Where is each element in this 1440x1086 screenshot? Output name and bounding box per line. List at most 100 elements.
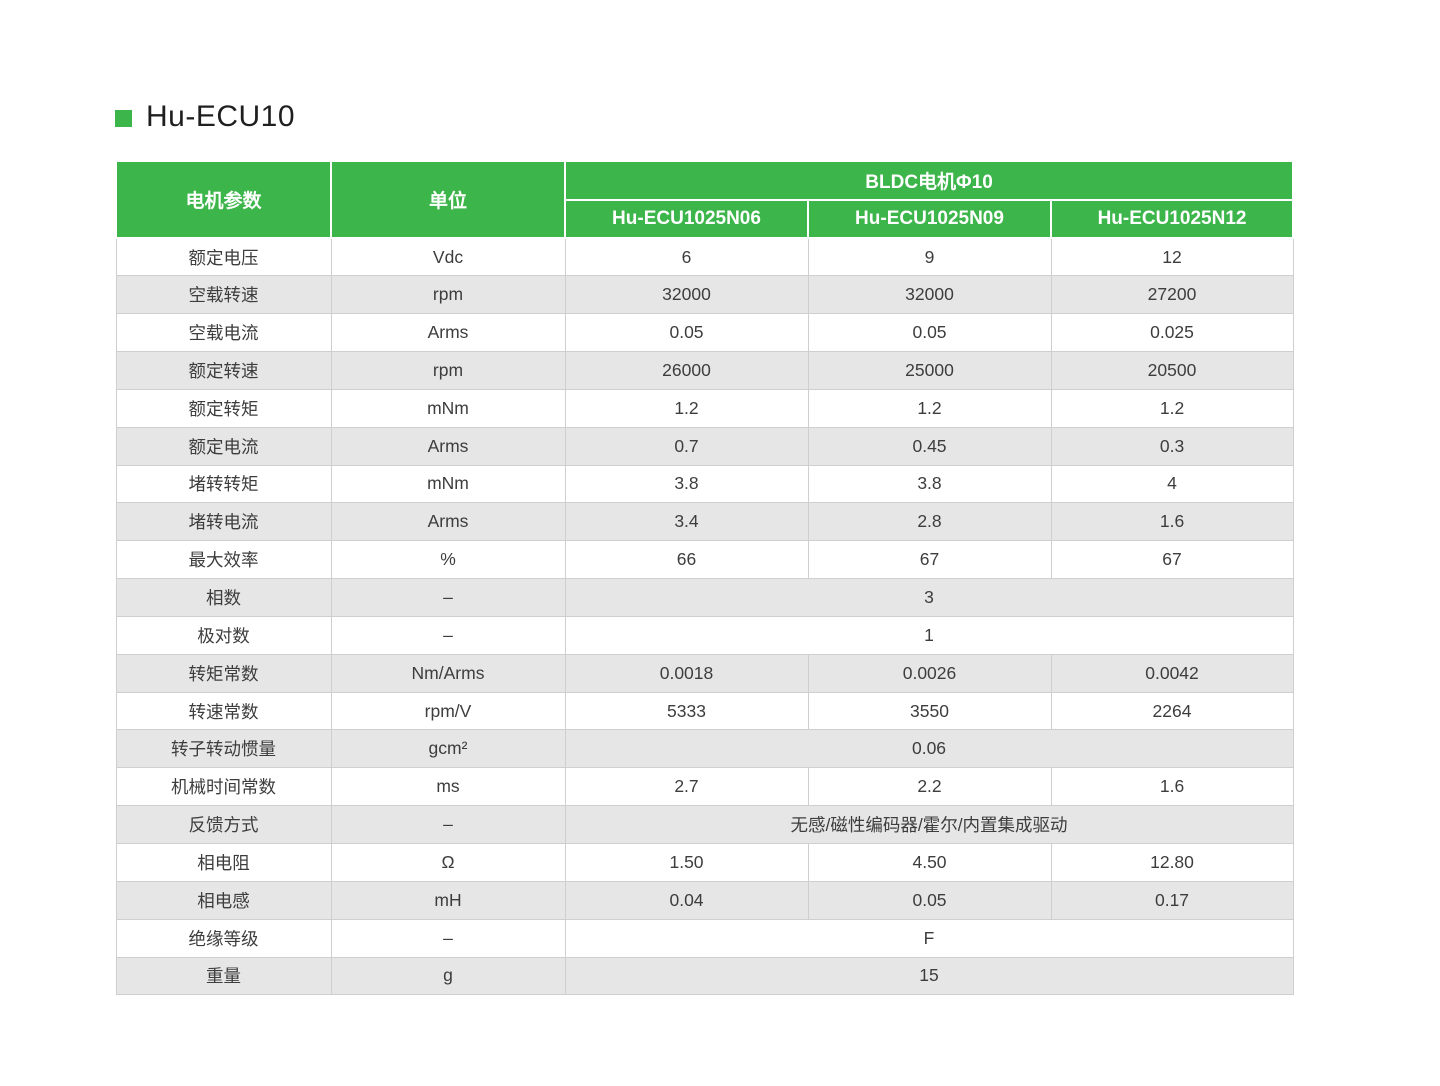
value-cell: 66 <box>564 540 809 580</box>
param-label-cell: 转速常数 <box>115 691 332 731</box>
unit-cell: Nm/Arms <box>330 653 566 693</box>
table-row: 反馈方式 – 无感/磁性编码器/霍尔/内置集成驱动 <box>115 805 1294 844</box>
table-row: 重量 g 15 <box>115 956 1294 996</box>
header-model-cell: Hu-ECU1025N09 <box>807 199 1052 239</box>
header-unit-cell: 单位 <box>330 160 566 239</box>
unit-cell: – <box>330 578 566 617</box>
section-title-text: Hu-ECU10 <box>146 100 296 133</box>
param-label-cell: 相电阻 <box>115 843 332 882</box>
table-row: 机械时间常数 ms 2.7 2.2 1.6 <box>115 767 1294 807</box>
merged-value-cell: F <box>564 918 1294 958</box>
value-cell: 0.0042 <box>1050 653 1294 693</box>
header-model-cell: Hu-ECU1025N06 <box>564 199 809 239</box>
value-cell: 3550 <box>807 691 1052 731</box>
table-row: 堵转电流 Arms 3.4 2.8 1.6 <box>115 502 1294 542</box>
merged-value-cell: 1 <box>564 615 1294 655</box>
value-cell: 2.8 <box>807 502 1052 542</box>
unit-cell: rpm <box>330 275 566 315</box>
value-cell: 20500 <box>1050 351 1294 390</box>
spec-table-body: 额定电压 Vdc 6 9 12 空载转速 rpm 32000 32000 27200 空载电流 Arm… <box>115 237 1294 996</box>
value-cell: 27200 <box>1050 275 1294 315</box>
green-square-bullet-icon <box>115 110 132 127</box>
param-label-cell: 重量 <box>115 956 332 996</box>
merged-value-cell: 0.06 <box>564 729 1294 769</box>
table-row: 转矩常数 Nm/Arms 0.0018 0.0026 0.0042 <box>115 653 1294 693</box>
header-models-row: Hu-ECU1025N06 Hu-ECU1025N09 Hu-ECU1025N1… <box>116 199 1295 239</box>
value-cell: 1.2 <box>564 388 809 428</box>
value-cell: 0.0026 <box>807 653 1052 693</box>
value-cell: 67 <box>807 540 1052 580</box>
value-cell: 5333 <box>564 691 809 731</box>
unit-cell: Arms <box>330 502 566 542</box>
table-row: 额定电压 Vdc 6 9 12 <box>115 237 1294 277</box>
value-cell: 3.8 <box>564 464 809 504</box>
value-cell: 2.7 <box>564 767 809 807</box>
table-row: 绝缘等级 – F <box>115 918 1294 958</box>
table-row: 额定转速 rpm 26000 25000 20500 <box>115 351 1294 390</box>
param-label-cell: 绝缘等级 <box>115 918 332 958</box>
unit-cell: Arms <box>330 313 566 353</box>
value-cell: 0.3 <box>1050 426 1294 466</box>
value-cell: 1.6 <box>1050 767 1294 807</box>
param-label-cell: 额定电压 <box>115 237 332 277</box>
unit-cell: – <box>330 918 566 958</box>
section-title: Hu-ECU10 <box>115 100 295 134</box>
table-row: 额定转矩 mNm 1.2 1.2 1.2 <box>115 388 1294 428</box>
param-label-cell: 最大效率 <box>115 540 332 580</box>
spec-table: 电机参数 单位 BLDC电机Φ10 Hu-ECU1025N06 Hu-ECU10… <box>115 160 1295 996</box>
param-label-cell: 极对数 <box>115 615 332 655</box>
value-cell: 32000 <box>807 275 1052 315</box>
param-label-cell: 转子转动惯量 <box>115 729 332 769</box>
merged-value-cell: 3 <box>564 578 1294 617</box>
table-row: 相电阻 Ω 1.50 4.50 12.80 <box>115 843 1294 882</box>
value-cell: 1.6 <box>1050 502 1294 542</box>
value-cell: 0.05 <box>564 313 809 353</box>
param-label-cell: 相电感 <box>115 880 332 920</box>
unit-cell: rpm <box>330 351 566 390</box>
unit-cell: mH <box>330 880 566 920</box>
param-label-cell: 空载电流 <box>115 313 332 353</box>
value-cell: 1.2 <box>1050 388 1294 428</box>
param-label-cell: 相数 <box>115 578 332 617</box>
table-row: 空载电流 Arms 0.05 0.05 0.025 <box>115 313 1294 353</box>
value-cell: 0.7 <box>564 426 809 466</box>
table-row: 最大效率% 66 67 67 <box>115 540 1294 580</box>
table-row: 相数 –3 <box>115 578 1294 617</box>
header-model-cell: Hu-ECU1025N12 <box>1049 199 1295 239</box>
value-cell: 0.025 <box>1050 313 1294 353</box>
param-label-cell: 堵转电流 <box>115 502 332 542</box>
value-cell: 12.80 <box>1050 843 1294 882</box>
value-cell: 2264 <box>1050 691 1294 731</box>
unit-cell: – <box>330 805 566 844</box>
param-label-cell: 转矩常数 <box>115 653 332 693</box>
unit-cell: Ω <box>330 843 566 882</box>
param-label-cell: 反馈方式 <box>115 805 332 844</box>
table-row: 转速常数 rpm/V 5333 3550 2264 <box>115 691 1294 731</box>
value-cell: 2.2 <box>807 767 1052 807</box>
value-cell: 1.2 <box>807 388 1052 428</box>
param-label-cell: 空载转速 <box>115 275 332 315</box>
table-row: 堵转转矩 mNm 3.8 3.8 4 <box>115 464 1294 504</box>
header-series-cell: BLDC电机Φ10 <box>563 160 1295 201</box>
value-cell: 0.05 <box>807 313 1052 353</box>
param-label-cell: 机械时间常数 <box>115 767 332 807</box>
unit-cell: % <box>330 540 566 580</box>
value-cell: 67 <box>1050 540 1294 580</box>
param-label-cell: 额定电流 <box>115 426 332 466</box>
unit-cell: g <box>330 956 566 996</box>
table-row: 相电感 mH 0.04 0.05 0.17 <box>115 880 1294 920</box>
unit-cell: Arms <box>330 426 566 466</box>
unit-cell: gcm² <box>330 729 566 769</box>
unit-cell: mNm <box>330 388 566 428</box>
value-cell: 4 <box>1050 464 1294 504</box>
value-cell: 6 <box>564 237 809 277</box>
value-cell: 26000 <box>564 351 809 390</box>
unit-cell: – <box>330 615 566 655</box>
spec-table-header: 电机参数 单位 BLDC电机Φ10 Hu-ECU1025N06 Hu-ECU10… <box>115 160 1295 239</box>
unit-cell: mNm <box>330 464 566 504</box>
value-cell: 4.50 <box>807 843 1052 882</box>
value-cell: 12 <box>1050 237 1294 277</box>
value-cell: 0.45 <box>807 426 1052 466</box>
table-row: 转子转动惯量 gcm² 0.06 <box>115 729 1294 769</box>
